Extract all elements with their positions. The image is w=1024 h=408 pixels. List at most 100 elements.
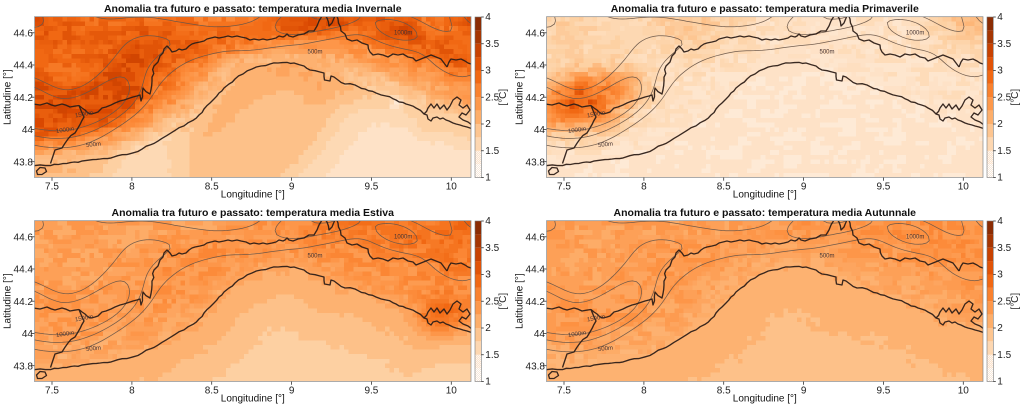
svg-text:44.4: 44.4 bbox=[14, 61, 34, 72]
svg-text:7.5: 7.5 bbox=[45, 182, 59, 193]
svg-text:Longitudine [°]: Longitudine [°] bbox=[221, 394, 285, 405]
svg-text:10: 10 bbox=[958, 182, 970, 193]
svg-text:2: 2 bbox=[997, 323, 1003, 334]
svg-text:44.2: 44.2 bbox=[14, 93, 34, 104]
svg-text:8.5: 8.5 bbox=[205, 386, 219, 397]
svg-text:9.5: 9.5 bbox=[876, 182, 890, 193]
svg-text:44.6: 44.6 bbox=[14, 28, 34, 39]
svg-text:1000m: 1000m bbox=[906, 235, 924, 241]
svg-text:Longitudine [°]: Longitudine [°] bbox=[733, 190, 797, 201]
svg-text:500m: 500m bbox=[820, 254, 835, 260]
svg-text:8: 8 bbox=[641, 386, 647, 397]
svg-text:500m: 500m bbox=[598, 345, 614, 353]
svg-text:7.5: 7.5 bbox=[45, 386, 59, 397]
svg-text:1500m: 1500m bbox=[75, 314, 94, 323]
svg-text:4: 4 bbox=[997, 12, 1003, 23]
svg-text:3.5: 3.5 bbox=[485, 39, 499, 50]
svg-text:44.6: 44.6 bbox=[526, 232, 546, 243]
svg-text:8: 8 bbox=[129, 386, 135, 397]
svg-text:4: 4 bbox=[485, 12, 491, 23]
svg-text:10: 10 bbox=[958, 386, 970, 397]
svg-text:44: 44 bbox=[22, 329, 34, 340]
svg-text:8: 8 bbox=[641, 182, 647, 193]
svg-text:500m: 500m bbox=[308, 50, 323, 56]
svg-text:8.5: 8.5 bbox=[717, 182, 731, 193]
svg-text:9.5: 9.5 bbox=[876, 386, 890, 397]
svg-text:1: 1 bbox=[997, 377, 1003, 388]
svg-text:2.5: 2.5 bbox=[485, 92, 499, 103]
svg-text:1: 1 bbox=[485, 173, 491, 184]
svg-text:8: 8 bbox=[129, 182, 135, 193]
svg-text:9: 9 bbox=[801, 386, 807, 397]
svg-text:1000m: 1000m bbox=[906, 31, 924, 37]
svg-text:9: 9 bbox=[801, 182, 807, 193]
svg-text:3: 3 bbox=[485, 66, 491, 77]
svg-text:44.4: 44.4 bbox=[14, 265, 34, 276]
svg-text:2.5: 2.5 bbox=[997, 296, 1011, 307]
svg-text:4: 4 bbox=[997, 216, 1003, 227]
svg-text:1000m: 1000m bbox=[568, 126, 587, 134]
svg-text:2.5: 2.5 bbox=[997, 92, 1011, 103]
svg-text:8.5: 8.5 bbox=[717, 386, 731, 397]
svg-text:500m: 500m bbox=[598, 141, 614, 149]
svg-text:Latitudine [°]: Latitudine [°] bbox=[3, 273, 14, 329]
svg-text:44.4: 44.4 bbox=[526, 265, 546, 276]
svg-text:2.5: 2.5 bbox=[485, 296, 499, 307]
svg-text:9.5: 9.5 bbox=[364, 386, 378, 397]
svg-text:3.5: 3.5 bbox=[997, 243, 1011, 254]
svg-text:10: 10 bbox=[446, 386, 458, 397]
svg-text:Latitudine [°]: Latitudine [°] bbox=[3, 69, 14, 125]
svg-text:9: 9 bbox=[289, 182, 295, 193]
svg-text:1.5: 1.5 bbox=[485, 146, 499, 157]
svg-text:2: 2 bbox=[485, 323, 491, 334]
svg-text:44: 44 bbox=[534, 329, 546, 340]
svg-text:1.5: 1.5 bbox=[997, 350, 1011, 361]
svg-text:44.2: 44.2 bbox=[526, 297, 546, 308]
svg-text:2: 2 bbox=[997, 119, 1003, 130]
svg-text:500m: 500m bbox=[820, 50, 835, 56]
svg-text:[°C]: [°C] bbox=[1010, 89, 1021, 106]
svg-text:3: 3 bbox=[997, 66, 1003, 77]
svg-text:44: 44 bbox=[534, 125, 546, 136]
svg-text:Latitudine [°]: Latitudine [°] bbox=[515, 273, 526, 329]
svg-text:Longitudine [°]: Longitudine [°] bbox=[733, 394, 797, 405]
svg-text:3.5: 3.5 bbox=[997, 39, 1011, 50]
svg-text:1500m: 1500m bbox=[75, 110, 94, 119]
svg-text:9: 9 bbox=[289, 386, 295, 397]
svg-text:43.8: 43.8 bbox=[14, 361, 34, 372]
svg-text:1000m: 1000m bbox=[394, 235, 412, 241]
svg-text:7.5: 7.5 bbox=[557, 182, 571, 193]
svg-text:1000m: 1000m bbox=[56, 126, 75, 134]
svg-text:1000m: 1000m bbox=[56, 330, 75, 338]
svg-text:10: 10 bbox=[446, 182, 458, 193]
svg-text:1000m: 1000m bbox=[394, 31, 412, 37]
svg-text:1500m: 1500m bbox=[587, 110, 606, 119]
svg-text:[°C]: [°C] bbox=[1010, 293, 1021, 310]
svg-text:1.5: 1.5 bbox=[485, 350, 499, 361]
svg-text:44.2: 44.2 bbox=[14, 297, 34, 308]
svg-text:1: 1 bbox=[485, 377, 491, 388]
svg-text:44: 44 bbox=[22, 125, 34, 136]
svg-text:44.4: 44.4 bbox=[526, 61, 546, 72]
svg-text:8.5: 8.5 bbox=[205, 182, 219, 193]
svg-text:1000m: 1000m bbox=[568, 330, 587, 338]
svg-text:3: 3 bbox=[997, 270, 1003, 281]
svg-text:500m: 500m bbox=[86, 141, 102, 149]
svg-text:9.5: 9.5 bbox=[364, 182, 378, 193]
svg-text:7.5: 7.5 bbox=[557, 386, 571, 397]
svg-text:500m: 500m bbox=[86, 345, 102, 353]
svg-text:4: 4 bbox=[485, 216, 491, 227]
svg-text:[°C]: [°C] bbox=[498, 89, 509, 106]
svg-text:1500m: 1500m bbox=[587, 314, 606, 323]
svg-text:[°C]: [°C] bbox=[498, 293, 509, 310]
svg-text:44.6: 44.6 bbox=[526, 28, 546, 39]
svg-text:500m: 500m bbox=[308, 254, 323, 260]
svg-text:3.5: 3.5 bbox=[485, 243, 499, 254]
svg-text:43.8: 43.8 bbox=[14, 157, 34, 168]
svg-text:3: 3 bbox=[485, 270, 491, 281]
svg-text:2: 2 bbox=[485, 119, 491, 130]
svg-text:Latitudine [°]: Latitudine [°] bbox=[515, 69, 526, 125]
svg-text:43.8: 43.8 bbox=[526, 361, 546, 372]
svg-text:Longitudine [°]: Longitudine [°] bbox=[221, 190, 285, 201]
svg-text:44.6: 44.6 bbox=[14, 232, 34, 243]
